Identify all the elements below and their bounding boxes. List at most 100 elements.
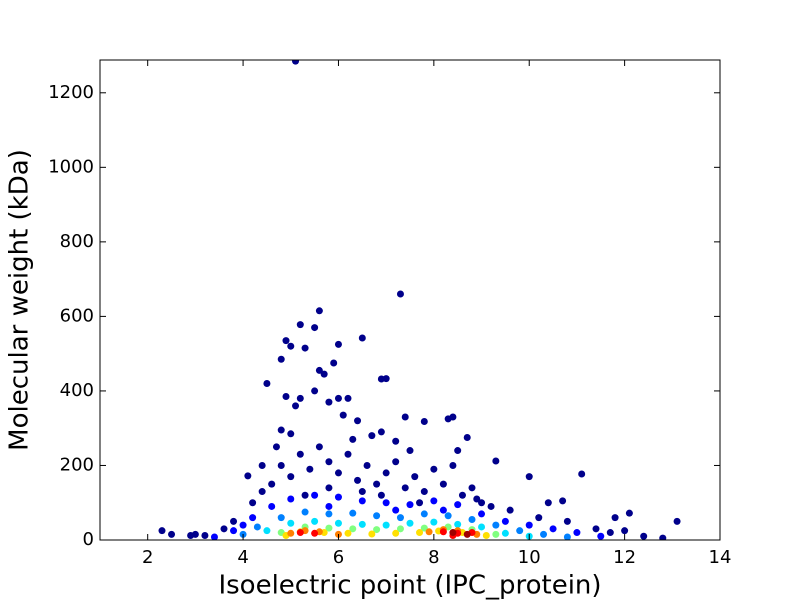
point xyxy=(377,428,385,436)
point xyxy=(396,514,404,522)
point xyxy=(373,480,381,488)
point xyxy=(454,520,462,528)
point xyxy=(373,526,381,534)
point xyxy=(478,510,486,518)
point xyxy=(296,450,304,458)
point xyxy=(368,530,376,538)
point xyxy=(482,532,490,540)
point xyxy=(249,499,257,507)
point xyxy=(468,484,476,492)
point xyxy=(354,476,362,484)
point xyxy=(463,530,471,538)
point xyxy=(597,532,605,540)
point xyxy=(454,501,462,509)
point xyxy=(277,461,285,469)
point xyxy=(439,528,447,536)
point xyxy=(401,484,409,492)
x-tick-label: 8 xyxy=(428,547,439,568)
point xyxy=(420,524,428,532)
point xyxy=(315,443,323,451)
point xyxy=(406,447,414,455)
point xyxy=(263,527,271,535)
point xyxy=(334,519,342,527)
point xyxy=(244,472,252,480)
point xyxy=(444,512,452,520)
y-tick-label: 0 xyxy=(83,529,94,550)
point xyxy=(311,529,319,537)
point xyxy=(535,514,543,522)
point xyxy=(277,514,285,522)
point xyxy=(573,529,581,537)
point xyxy=(492,530,500,538)
point xyxy=(478,523,486,531)
x-axis-label: Isoelectric point (IPC_protein) xyxy=(218,571,601,600)
point xyxy=(315,307,323,315)
point xyxy=(349,525,357,533)
point xyxy=(306,465,314,473)
point xyxy=(277,355,285,363)
point xyxy=(330,359,338,367)
point xyxy=(578,470,586,478)
point xyxy=(358,334,366,342)
point xyxy=(549,525,557,533)
point xyxy=(191,530,199,538)
point xyxy=(320,370,328,378)
point xyxy=(559,497,567,505)
point xyxy=(287,473,295,481)
point xyxy=(492,457,500,465)
point xyxy=(268,480,276,488)
point xyxy=(325,484,333,492)
point xyxy=(525,521,533,529)
point xyxy=(311,387,319,395)
point xyxy=(506,506,514,514)
point xyxy=(544,499,552,507)
point xyxy=(396,525,404,533)
x-tick-label: 10 xyxy=(518,547,541,568)
x-tick-label: 6 xyxy=(333,547,344,568)
point xyxy=(325,510,333,518)
point xyxy=(563,533,571,540)
point xyxy=(516,527,524,535)
point xyxy=(501,529,509,537)
point xyxy=(210,533,218,540)
point xyxy=(301,508,309,516)
point xyxy=(420,488,428,496)
point xyxy=(301,491,309,499)
point xyxy=(420,510,428,518)
point xyxy=(449,461,457,469)
point xyxy=(420,417,428,425)
point xyxy=(382,521,390,529)
point xyxy=(373,512,381,520)
point xyxy=(425,528,433,536)
point xyxy=(377,491,385,499)
y-tick-label: 200 xyxy=(60,454,94,475)
point xyxy=(268,502,276,510)
point xyxy=(292,402,300,410)
point xyxy=(220,525,228,533)
point xyxy=(449,529,457,537)
point xyxy=(463,434,471,442)
point xyxy=(563,517,571,525)
point xyxy=(339,411,347,419)
point xyxy=(401,413,409,421)
point xyxy=(368,432,376,440)
point xyxy=(358,520,366,528)
point xyxy=(468,516,476,524)
point xyxy=(230,527,238,535)
point xyxy=(354,417,362,425)
point xyxy=(158,527,166,535)
plot-area xyxy=(158,60,681,540)
point xyxy=(449,413,457,421)
point xyxy=(621,527,629,535)
point xyxy=(272,443,280,451)
point xyxy=(344,450,352,458)
point xyxy=(411,473,419,481)
point xyxy=(287,495,295,503)
point xyxy=(406,519,414,527)
point xyxy=(439,480,447,488)
point xyxy=(287,430,295,438)
point xyxy=(416,499,424,507)
y-tick-label: 1200 xyxy=(48,82,94,103)
point xyxy=(458,491,466,499)
point xyxy=(640,532,648,540)
